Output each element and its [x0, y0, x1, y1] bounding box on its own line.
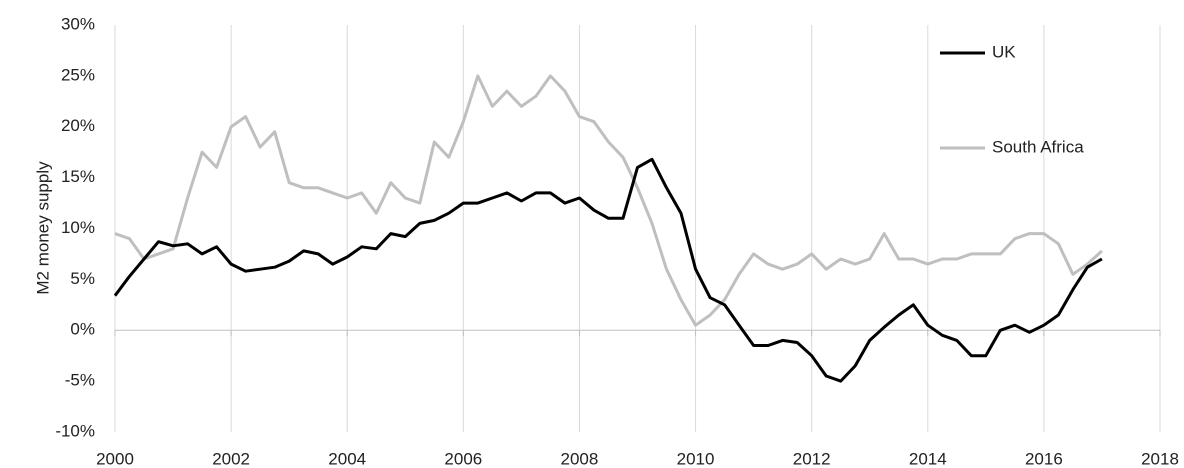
- x-tick-label: 2012: [793, 449, 831, 468]
- y-tick-label: 15%: [61, 167, 95, 186]
- x-tick-label: 2014: [909, 449, 947, 468]
- data-line: [113, 157, 1103, 383]
- x-tick-label: 2004: [328, 449, 366, 468]
- y-tick-label: -10%: [55, 421, 95, 440]
- y-tick-label: 20%: [61, 116, 95, 135]
- x-tick-label: 2000: [96, 449, 134, 468]
- x-tick-label: 2002: [212, 449, 250, 468]
- y-tick-label: 0%: [70, 320, 95, 339]
- x-tick-label: 2018: [1141, 449, 1179, 468]
- legend-label: UK: [992, 42, 1016, 61]
- x-tick-label: 2006: [444, 449, 482, 468]
- y-tick-label: 25%: [61, 65, 95, 84]
- data-line: [114, 74, 1103, 327]
- y-tick-label: 5%: [70, 269, 95, 288]
- legend-label: South Africa: [992, 137, 1084, 156]
- x-tick-label: 2010: [677, 449, 715, 468]
- x-tick-label: 2008: [561, 449, 599, 468]
- y-axis-label: M2 money supply: [33, 161, 52, 295]
- y-tick-label: 10%: [61, 218, 95, 237]
- y-tick-label: -5%: [65, 371, 95, 390]
- y-tick-label: 30%: [61, 14, 95, 33]
- x-tick-label: 2016: [1025, 449, 1063, 468]
